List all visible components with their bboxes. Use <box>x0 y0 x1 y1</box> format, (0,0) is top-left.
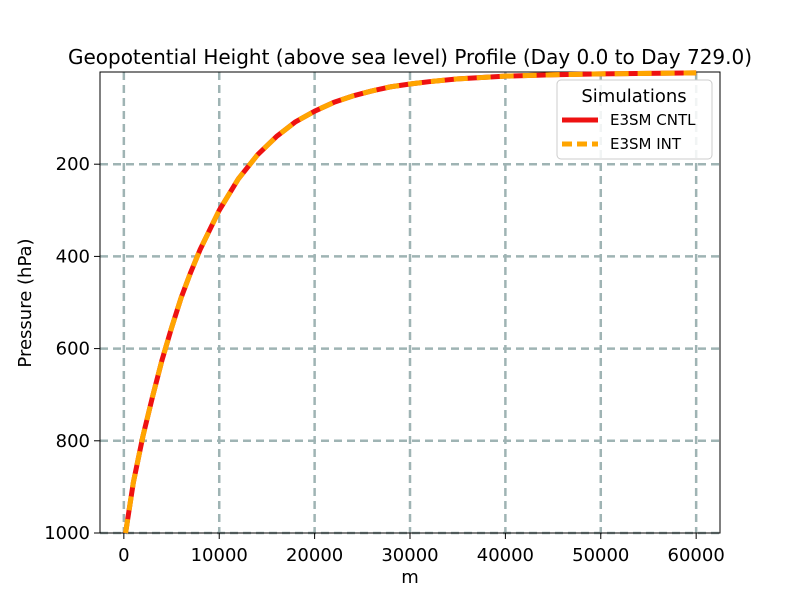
x-tick-label: 40000 <box>477 545 534 566</box>
y-tick-label: 400 <box>56 246 90 267</box>
series-layer <box>123 70 697 534</box>
chart-title: Geopotential Height (above sea level) Pr… <box>68 45 752 69</box>
legend-title: Simulations <box>581 86 686 107</box>
legend-label-e3sm-int: E3SM INT <box>610 135 682 153</box>
x-tick-label: 20000 <box>286 545 343 566</box>
x-tick-label: 30000 <box>381 545 438 566</box>
grid-layer <box>100 72 720 535</box>
legend-box <box>556 79 713 160</box>
legend: Simulations E3SM CNTL E3SM INT <box>556 79 713 160</box>
legend-label-e3sm-cntl: E3SM CNTL <box>610 111 696 129</box>
y-tick-label: 600 <box>56 339 90 360</box>
tick-layer: 0 10000 20000 30000 40000 50000 60000 200 400 600… <box>44 154 725 566</box>
y-tick-label: 200 <box>56 154 90 175</box>
x-tick-label: 10000 <box>191 545 248 566</box>
x-tick-label: 0 <box>118 545 129 566</box>
y-tick-label: 800 <box>56 431 90 452</box>
x-tick-label: 60000 <box>668 545 725 566</box>
x-axis-label: m <box>401 567 419 588</box>
y-axis-label: Pressure (hPa) <box>15 238 36 367</box>
series-line-e3sm-int <box>123 70 697 534</box>
x-tick-label: 50000 <box>572 545 629 566</box>
y-tick-label: 1000 <box>44 523 90 544</box>
